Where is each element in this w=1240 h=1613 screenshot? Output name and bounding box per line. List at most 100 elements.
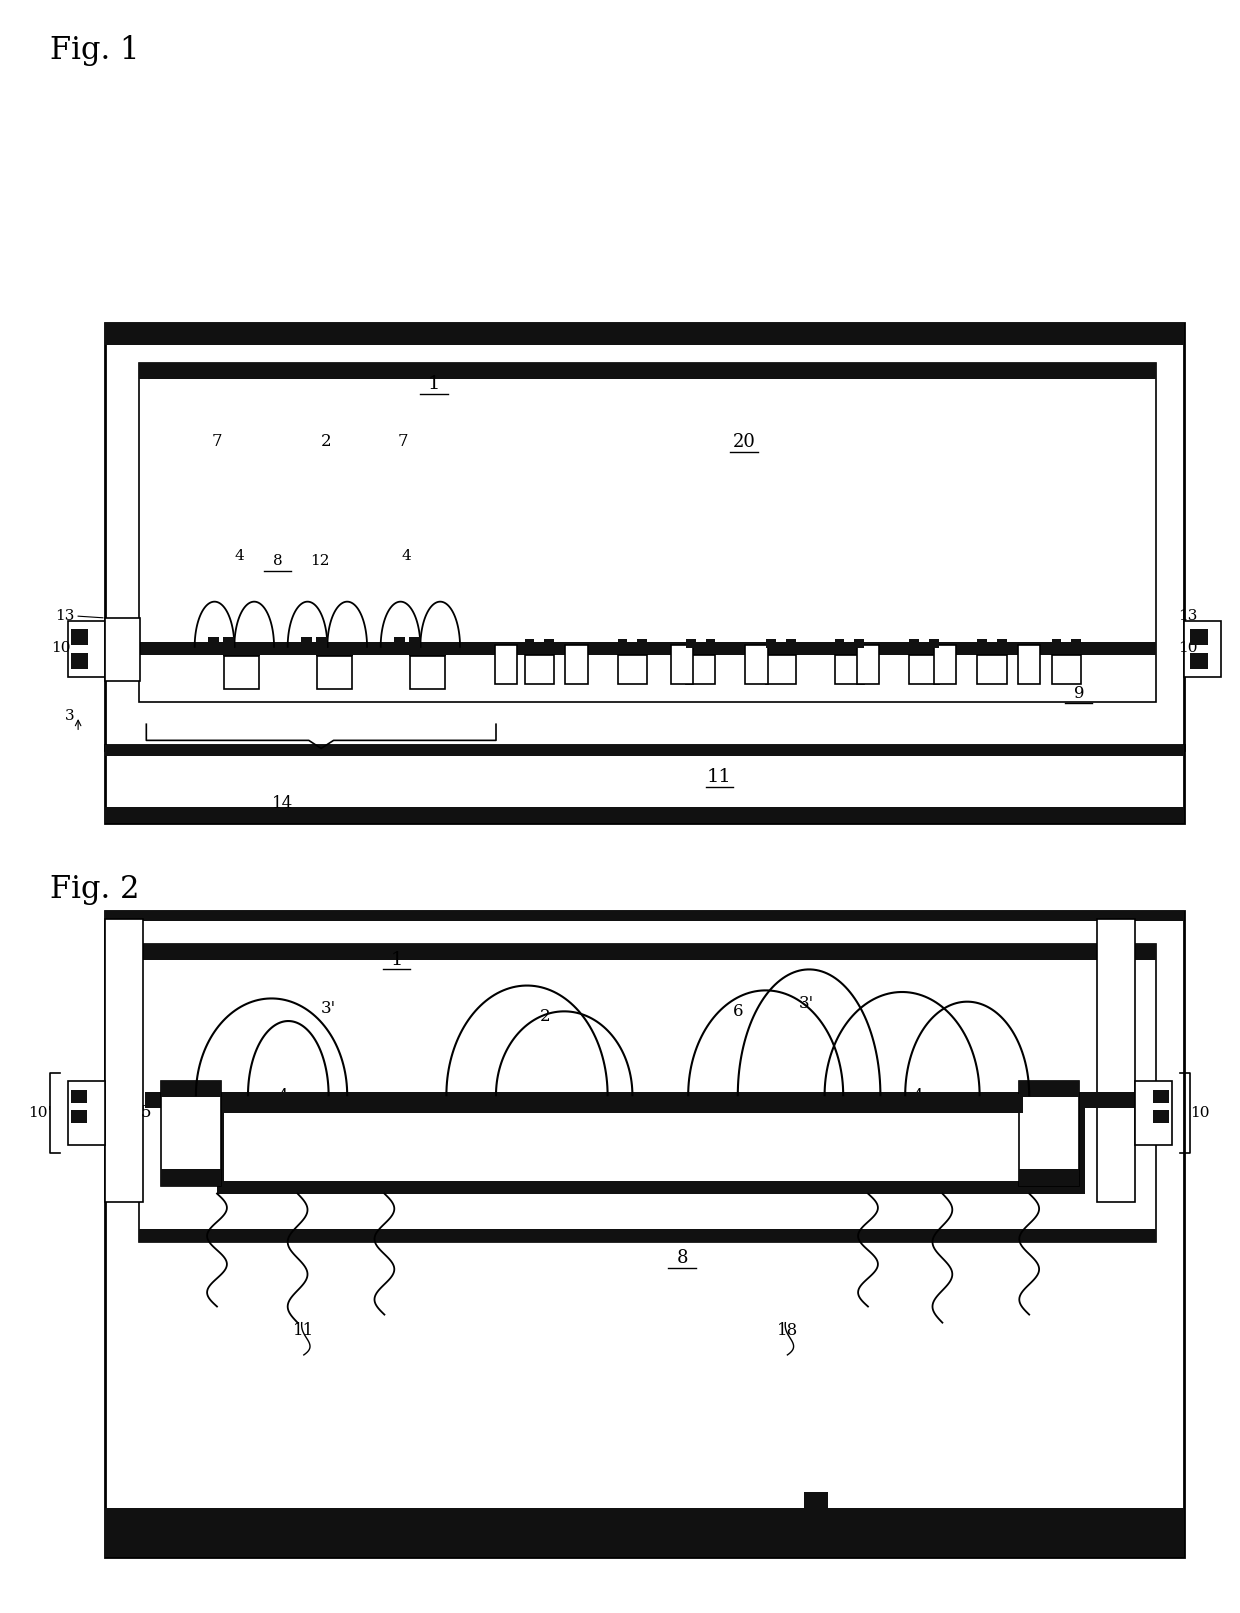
Bar bbox=[301, 637, 312, 648]
Bar bbox=[618, 639, 627, 648]
Bar bbox=[977, 639, 987, 648]
Bar bbox=[942, 1094, 955, 1113]
Bar bbox=[71, 653, 88, 669]
Bar bbox=[465, 1094, 477, 1113]
Bar bbox=[909, 655, 939, 684]
Bar bbox=[105, 919, 143, 1202]
Text: 9: 9 bbox=[1074, 686, 1084, 702]
Text: 4: 4 bbox=[913, 1089, 923, 1105]
Bar bbox=[161, 1081, 221, 1186]
Bar bbox=[71, 629, 88, 645]
Bar bbox=[68, 1081, 105, 1145]
Bar bbox=[618, 655, 647, 684]
Text: 2: 2 bbox=[541, 1008, 551, 1024]
Bar bbox=[1184, 621, 1221, 677]
Text: 13: 13 bbox=[55, 610, 74, 623]
Bar bbox=[1190, 653, 1208, 669]
Bar bbox=[992, 1094, 1004, 1113]
Bar bbox=[854, 639, 864, 648]
Bar bbox=[745, 645, 768, 684]
Text: 8: 8 bbox=[676, 1248, 688, 1268]
Text: 18: 18 bbox=[776, 1323, 799, 1339]
Bar bbox=[835, 639, 844, 648]
Bar bbox=[217, 1100, 1085, 1194]
Bar bbox=[671, 645, 693, 684]
Text: 9: 9 bbox=[1043, 1157, 1053, 1173]
Bar bbox=[1052, 648, 1081, 655]
Text: 14: 14 bbox=[272, 795, 294, 811]
Bar bbox=[706, 639, 715, 648]
Text: 6: 6 bbox=[733, 1003, 743, 1019]
Bar bbox=[105, 911, 1184, 1557]
Bar bbox=[692, 1094, 704, 1113]
Bar bbox=[1018, 645, 1040, 684]
Bar bbox=[1071, 639, 1081, 648]
Text: Fig. 1: Fig. 1 bbox=[50, 35, 139, 66]
Bar bbox=[105, 745, 1184, 823]
Text: 1: 1 bbox=[428, 374, 440, 394]
Text: 10: 10 bbox=[1190, 1107, 1210, 1119]
Bar bbox=[71, 1090, 87, 1103]
Bar bbox=[139, 944, 1156, 1242]
Bar bbox=[224, 1113, 1078, 1181]
Text: 12: 12 bbox=[310, 555, 330, 568]
Bar bbox=[1019, 1081, 1079, 1186]
Bar bbox=[1052, 655, 1081, 684]
Bar bbox=[105, 618, 140, 681]
Bar bbox=[263, 1094, 275, 1113]
Bar bbox=[161, 1169, 221, 1186]
Text: 3': 3' bbox=[321, 1000, 336, 1016]
Bar bbox=[857, 645, 879, 684]
Bar bbox=[495, 645, 517, 684]
Text: 4: 4 bbox=[402, 550, 412, 563]
Text: 4: 4 bbox=[278, 1089, 288, 1105]
Bar bbox=[909, 639, 919, 648]
Bar bbox=[525, 655, 554, 684]
Bar bbox=[905, 1094, 918, 1113]
Bar bbox=[684, 648, 717, 655]
Bar bbox=[1019, 1081, 1079, 1097]
Text: 10: 10 bbox=[1178, 642, 1198, 655]
Text: 20: 20 bbox=[733, 432, 755, 452]
Text: 5: 5 bbox=[1059, 1105, 1069, 1121]
Text: 11: 11 bbox=[293, 1323, 315, 1339]
Bar bbox=[1135, 1081, 1172, 1145]
Bar bbox=[145, 1092, 1149, 1108]
Bar bbox=[1190, 629, 1208, 645]
Bar bbox=[105, 323, 1184, 345]
Bar bbox=[929, 639, 939, 648]
Bar bbox=[409, 637, 420, 648]
Bar bbox=[908, 648, 940, 655]
Bar bbox=[618, 648, 647, 655]
Bar bbox=[139, 1229, 1156, 1242]
Bar bbox=[924, 1094, 936, 1113]
Bar bbox=[223, 637, 234, 648]
Text: 8: 8 bbox=[273, 555, 283, 568]
Bar bbox=[997, 639, 1007, 648]
Bar bbox=[1097, 919, 1135, 1202]
Bar bbox=[248, 1094, 260, 1113]
Bar bbox=[223, 648, 260, 656]
Bar bbox=[732, 1094, 744, 1113]
Text: 7: 7 bbox=[212, 434, 222, 450]
Text: 10': 10' bbox=[51, 642, 74, 655]
Bar bbox=[394, 637, 405, 648]
Bar bbox=[161, 1081, 221, 1097]
Bar bbox=[544, 639, 554, 648]
Bar bbox=[786, 639, 796, 648]
Bar bbox=[71, 1110, 87, 1123]
Bar bbox=[766, 648, 797, 655]
Bar bbox=[565, 645, 588, 684]
Bar bbox=[105, 1508, 1184, 1557]
Bar bbox=[105, 806, 1184, 823]
Bar bbox=[233, 1094, 246, 1113]
Bar bbox=[766, 655, 796, 684]
Bar bbox=[105, 911, 1184, 921]
Text: Fig. 2: Fig. 2 bbox=[50, 874, 139, 905]
Bar bbox=[410, 656, 445, 689]
Bar bbox=[711, 1094, 723, 1113]
Bar bbox=[139, 363, 1156, 379]
Text: 1: 1 bbox=[391, 950, 403, 969]
Text: 5: 5 bbox=[141, 1105, 151, 1121]
Bar bbox=[139, 642, 1156, 655]
